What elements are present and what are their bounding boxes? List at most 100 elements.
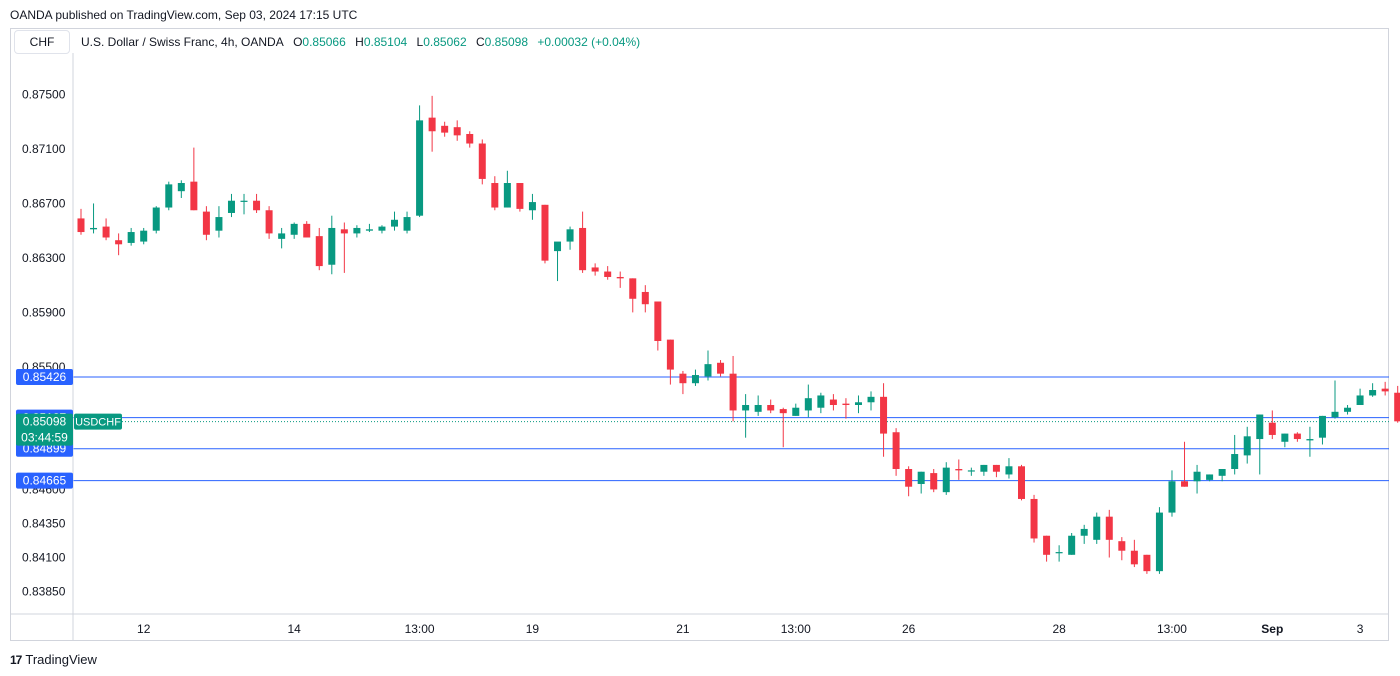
legend-close-value: 0.85098 bbox=[484, 35, 529, 49]
candle-body bbox=[967, 470, 975, 472]
candle-body bbox=[917, 471, 925, 484]
candle-body bbox=[779, 409, 787, 414]
candle-body bbox=[441, 125, 449, 133]
candle-body bbox=[554, 241, 562, 252]
candle-body bbox=[77, 218, 85, 233]
candle bbox=[867, 391, 875, 411]
candle bbox=[278, 227, 286, 249]
candle-body bbox=[892, 432, 900, 470]
chart-frame bbox=[10, 28, 1389, 641]
y-tick-label: 0.84350 bbox=[22, 516, 66, 530]
candle bbox=[353, 225, 361, 238]
candle bbox=[1030, 494, 1038, 543]
candle bbox=[729, 355, 737, 422]
candle bbox=[641, 285, 649, 313]
legend-change: +0.00032 (+0.04%) bbox=[537, 35, 641, 49]
candle-body bbox=[1231, 454, 1239, 470]
y-tick-label: 0.86700 bbox=[22, 196, 66, 210]
candle-body bbox=[679, 373, 687, 384]
level-price-tag: 0.84665 bbox=[16, 472, 73, 489]
level-tag-label: 0.85426 bbox=[23, 370, 67, 384]
candle-body bbox=[290, 223, 298, 235]
candle bbox=[403, 211, 411, 234]
candle bbox=[1043, 535, 1051, 562]
candle bbox=[566, 226, 574, 250]
candle-body bbox=[754, 404, 762, 412]
y-tick-label: 0.87500 bbox=[22, 87, 66, 101]
candle bbox=[466, 131, 474, 148]
candle-body bbox=[691, 375, 699, 384]
candle bbox=[854, 395, 862, 414]
level-price-tag: 0.85426 bbox=[16, 368, 73, 385]
candle bbox=[240, 193, 248, 215]
candles bbox=[77, 95, 1400, 574]
tradingview-footer[interactable]: 17 TradingView bbox=[10, 652, 97, 667]
candle bbox=[1181, 441, 1189, 487]
candle bbox=[115, 233, 123, 256]
level-tag-bg bbox=[16, 368, 73, 385]
candle bbox=[704, 350, 712, 381]
candle-body bbox=[641, 291, 649, 305]
candle-body bbox=[955, 469, 963, 471]
candle-body bbox=[453, 127, 461, 136]
candle bbox=[1369, 383, 1377, 397]
candle-body bbox=[315, 236, 323, 267]
candle bbox=[127, 227, 135, 246]
candle bbox=[842, 398, 850, 419]
candle-body bbox=[328, 227, 336, 265]
candle bbox=[554, 241, 562, 282]
x-tick-label: 13:00 bbox=[405, 622, 435, 636]
candle bbox=[428, 95, 436, 152]
candle bbox=[190, 147, 198, 211]
legend-close-label: C bbox=[475, 35, 485, 49]
candle-body bbox=[880, 396, 888, 434]
candle-body bbox=[1181, 481, 1189, 487]
candle bbox=[177, 180, 185, 198]
candle-body bbox=[1130, 550, 1138, 565]
candle-body bbox=[817, 395, 825, 408]
candle bbox=[930, 469, 938, 493]
candle bbox=[340, 222, 348, 273]
candle-body bbox=[792, 407, 800, 416]
candle bbox=[1381, 381, 1389, 396]
candle bbox=[528, 193, 536, 220]
x-tick-label: Sep bbox=[1261, 622, 1283, 636]
candle bbox=[1068, 533, 1076, 555]
legend-low-value: 0.85062 bbox=[423, 35, 467, 49]
candle-body bbox=[127, 232, 135, 243]
candle bbox=[792, 403, 800, 416]
candle bbox=[290, 222, 298, 239]
candle-body bbox=[842, 403, 850, 405]
candle-body bbox=[528, 202, 536, 211]
legend-low-label: L bbox=[416, 35, 424, 49]
candle-body bbox=[942, 467, 950, 493]
compare-symbol-box[interactable]: CHF bbox=[14, 30, 70, 54]
legend-open-value: 0.85066 bbox=[302, 35, 346, 49]
candle bbox=[717, 360, 725, 377]
candle-body bbox=[340, 229, 348, 234]
x-tick-label: 3 bbox=[1357, 622, 1364, 636]
candle bbox=[491, 176, 499, 211]
y-tick-label: 0.83850 bbox=[22, 585, 66, 599]
price-tags: 0.854260.851270.848990.846650.8509803:44… bbox=[16, 368, 122, 489]
axes bbox=[10, 53, 1389, 640]
candle-body bbox=[503, 183, 511, 208]
y-tick-label: 0.85900 bbox=[22, 305, 66, 319]
candle-body bbox=[1143, 554, 1151, 572]
legend-open-label: O bbox=[293, 35, 303, 49]
candle-body bbox=[102, 226, 110, 238]
candle bbox=[1306, 426, 1314, 457]
candle-body bbox=[215, 217, 223, 231]
candle bbox=[767, 399, 775, 414]
x-axis-ticks: 12 14 13:00 19 21 13:00 26 28 13:00 Sep 3 bbox=[137, 622, 1364, 636]
candle-body bbox=[253, 200, 261, 211]
tradingview-brand: TradingView bbox=[25, 652, 97, 667]
x-tick-label: 26 bbox=[902, 622, 916, 636]
candle-body bbox=[1256, 414, 1264, 440]
candle bbox=[378, 225, 386, 234]
candle bbox=[616, 271, 624, 288]
candle-body bbox=[767, 404, 775, 411]
candle-body bbox=[992, 464, 1000, 472]
candle-body bbox=[1193, 471, 1201, 482]
